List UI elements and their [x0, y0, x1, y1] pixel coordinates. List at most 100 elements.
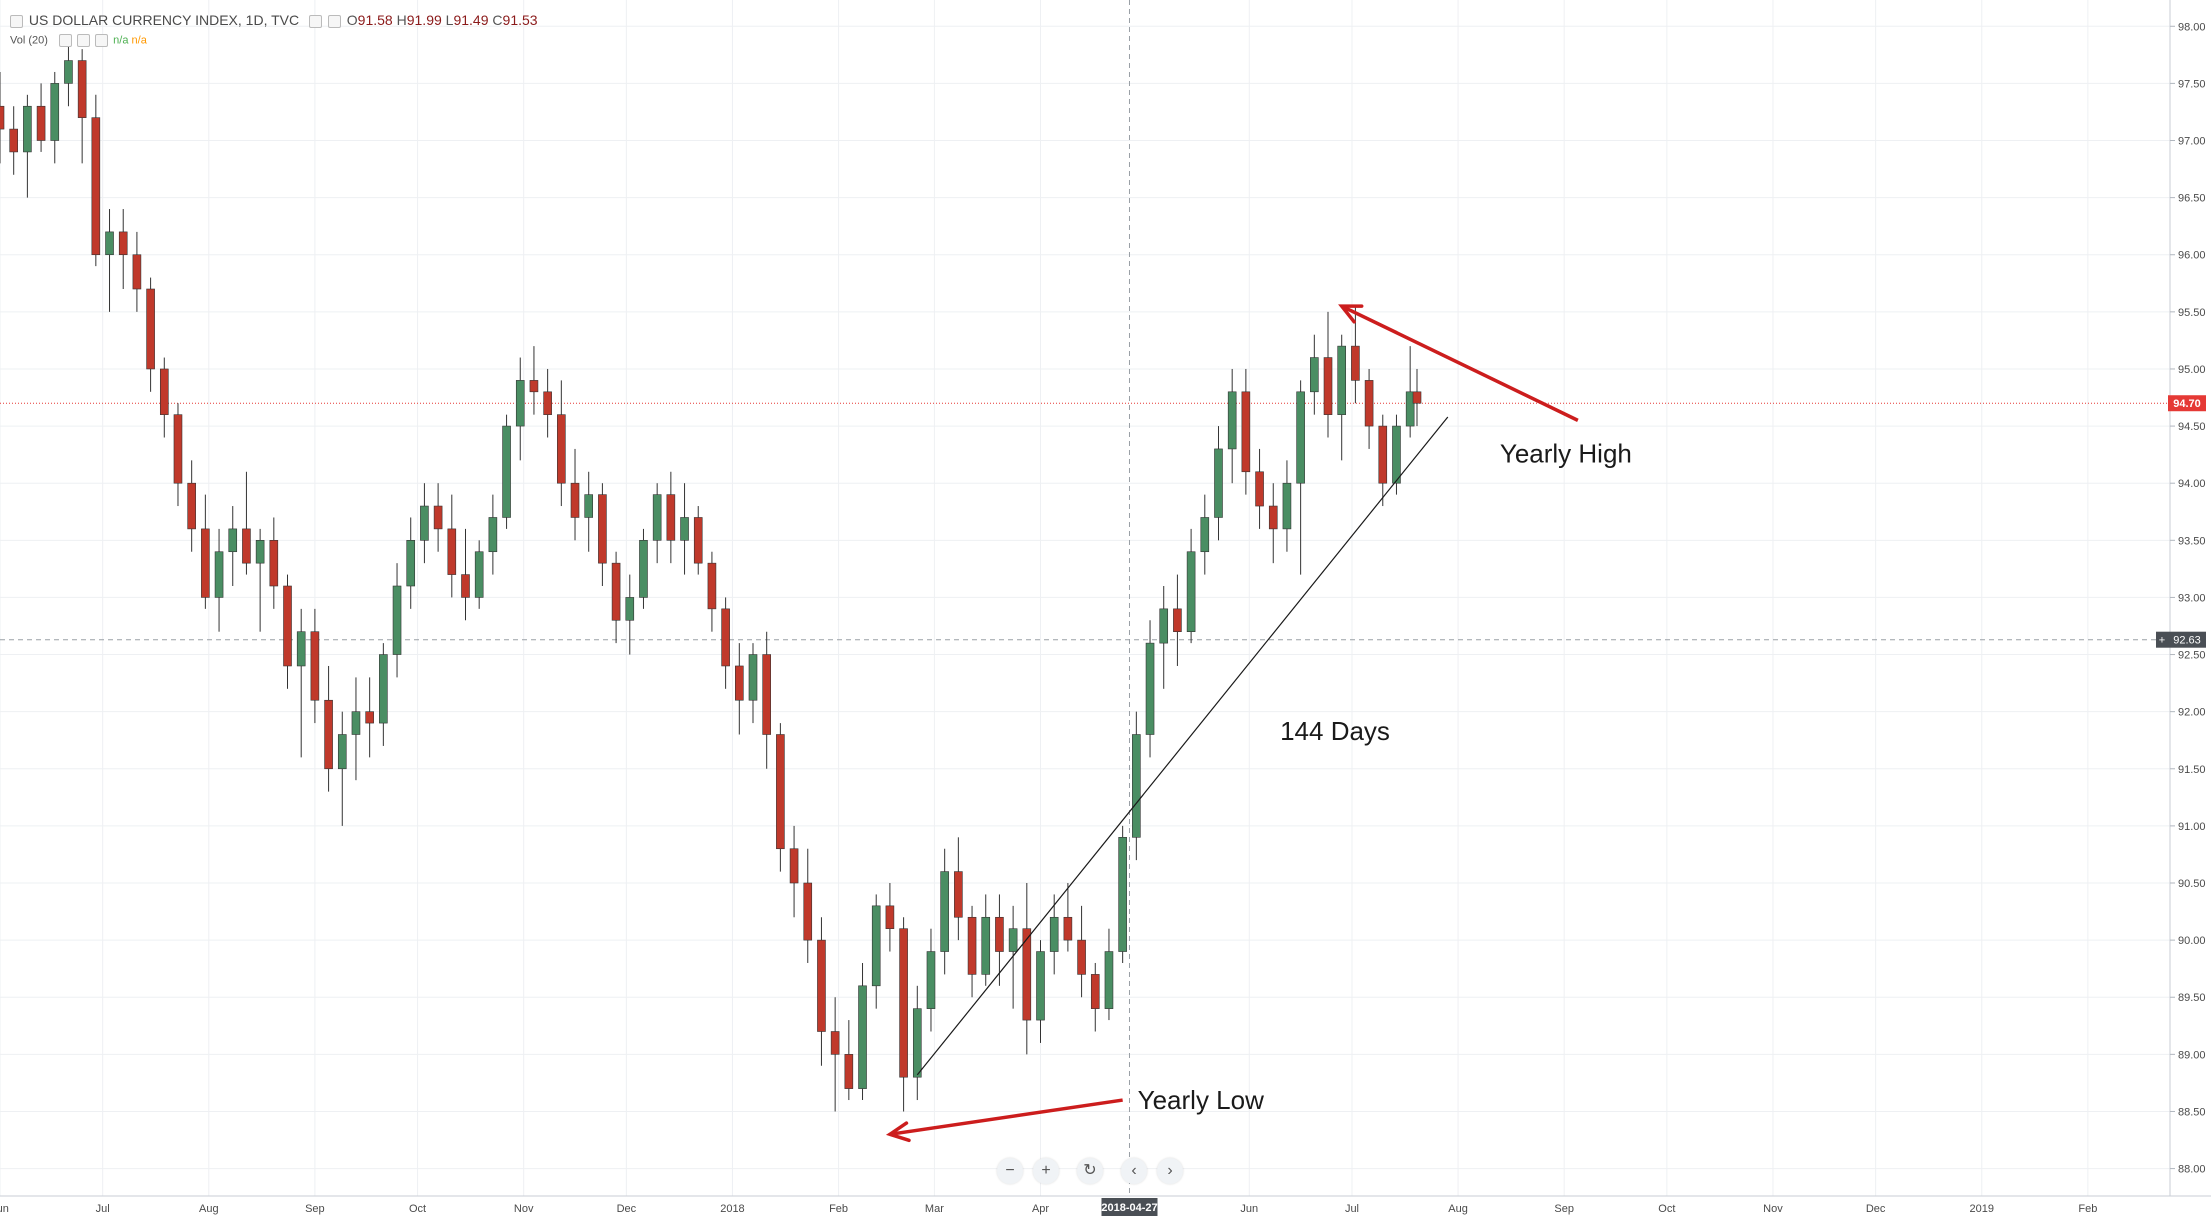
time-tick-label: Aug	[199, 1203, 219, 1215]
candle-up	[392, 585, 402, 655]
price-tick-label: 97.50	[2178, 78, 2206, 90]
candlesticks	[0, 37, 1422, 1112]
candle-up	[1159, 608, 1169, 644]
time-tick-label: Jul	[96, 1203, 110, 1215]
candle-up	[1186, 551, 1196, 632]
candle-down	[954, 871, 963, 918]
candle-up	[926, 951, 936, 1009]
crosshair-date-tag	[1101, 1198, 1158, 1216]
price-tick-label: 88.00	[2178, 1164, 2206, 1176]
time-tick-label: Dec	[1866, 1203, 1886, 1215]
candle-up	[337, 734, 347, 770]
candle-down	[365, 711, 374, 724]
time-tick-label: Jun	[1240, 1203, 1258, 1215]
arrow-line	[1340, 304, 1579, 422]
candle-up	[625, 597, 635, 621]
price-tick-label: 93.00	[2178, 592, 2206, 604]
candle-down	[1063, 916, 1073, 941]
zoom-in-button[interactable]: +	[1033, 1158, 1059, 1184]
volume-close-icon[interactable]	[95, 34, 109, 47]
grid	[0, 0, 2170, 1196]
candle-down	[310, 631, 320, 701]
candle-up	[748, 654, 758, 701]
time-tick-label: Nov	[514, 1203, 534, 1215]
scroll-back-button[interactable]: ‹	[1121, 1158, 1147, 1184]
candle-down	[776, 734, 785, 850]
candle-up	[652, 494, 662, 541]
time-tick-label: Feb	[829, 1203, 848, 1215]
candle-up	[912, 1008, 922, 1078]
time-tick-label: Aug	[1448, 1203, 1468, 1215]
candle-up	[406, 540, 416, 587]
candle-up	[639, 540, 648, 598]
settings-icon[interactable]	[309, 14, 322, 28]
days-annotation: 144 Days	[1280, 716, 1390, 746]
high-label: H	[396, 12, 407, 28]
time-axis[interactable]: Jun Jul Aug Sep Oct Nov Dec 2018 Feb Mar Apr Jun Jul…	[0, 1203, 2097, 1215]
candle-down	[159, 368, 169, 415]
candle-down	[1323, 357, 1333, 415]
horizontal-lines	[0, 0, 2170, 1196]
candle-up	[981, 916, 991, 975]
candle-down	[146, 288, 155, 370]
last-price-tag	[2168, 395, 2206, 412]
candle-up	[1310, 357, 1319, 393]
candle-down	[707, 562, 717, 610]
price-tick-label: 93.50	[2178, 535, 2206, 547]
price-tick-label: 98.00	[2178, 21, 2206, 33]
candle-up	[515, 380, 525, 427]
volume-settings-icon[interactable]	[58, 34, 72, 47]
candle-down	[967, 916, 977, 975]
low-label: L	[445, 12, 454, 28]
volume-label[interactable]: Vol (20)	[10, 34, 48, 47]
symbol-title[interactable]: US DOLLAR CURRENCY INDEX, 1D, TVC	[28, 12, 300, 28]
candle-up	[1227, 391, 1237, 450]
hide-icon[interactable]	[327, 14, 341, 28]
price-tick-label: 97.00	[2178, 136, 2206, 148]
volume-value-2: n/a	[131, 34, 147, 47]
candle-down	[666, 494, 676, 541]
price-tick-label: 94.50	[2178, 421, 2206, 433]
candle-up	[105, 231, 114, 256]
candle-down	[885, 905, 895, 929]
candle-up	[680, 517, 689, 541]
close-label: C	[492, 12, 503, 28]
candle-down	[173, 414, 183, 484]
price-tick-label: 94.00	[2178, 478, 2206, 490]
candle-up	[1282, 482, 1292, 530]
volume-value-1: n/a	[113, 34, 129, 47]
yearly-low-label: Yearly Low	[1138, 1085, 1264, 1115]
time-tick-label: Jun	[0, 1203, 9, 1215]
reset-chart-button[interactable]: ↻	[1077, 1158, 1103, 1184]
close-value: 91.53	[502, 12, 538, 28]
volume-hide-icon[interactable]	[77, 34, 91, 47]
time-tick-label: Dec	[617, 1203, 637, 1215]
candle-up	[474, 551, 484, 598]
candle-down	[201, 528, 210, 598]
time-tick-label: Apr	[1032, 1203, 1049, 1215]
candle-up	[858, 985, 867, 1089]
price-axis[interactable]: 98.00 97.50 97.00 96.50 96.00 95.50 95.00 94.50…	[2170, 21, 2206, 1176]
candle-up	[23, 105, 32, 153]
candle-up	[1296, 391, 1305, 484]
candle-down	[570, 482, 580, 518]
open-value: 91.58	[357, 12, 393, 28]
candle-up	[940, 871, 949, 952]
candle-down	[899, 928, 908, 1078]
candle-up	[1337, 345, 1347, 415]
time-tick-label: Nov	[1763, 1203, 1783, 1215]
crosshair-plus-icon: +	[2159, 635, 2165, 647]
time-tick-label: Oct	[409, 1203, 426, 1215]
price-tick-label: 91.50	[2178, 764, 2206, 776]
yearly-high-label: Yearly High	[1500, 438, 1632, 468]
collapse-legend-icon[interactable]	[10, 14, 23, 28]
zoom-out-button[interactable]: −	[997, 1158, 1023, 1184]
candle-down	[461, 574, 470, 598]
crosshair-price-tag	[2156, 631, 2206, 648]
scroll-forward-button[interactable]: ›	[1157, 1158, 1183, 1184]
candle-down	[9, 128, 18, 153]
crosshair-price-label: 92.63	[2173, 635, 2201, 647]
candle-down	[132, 254, 142, 290]
candle-up	[228, 528, 238, 553]
